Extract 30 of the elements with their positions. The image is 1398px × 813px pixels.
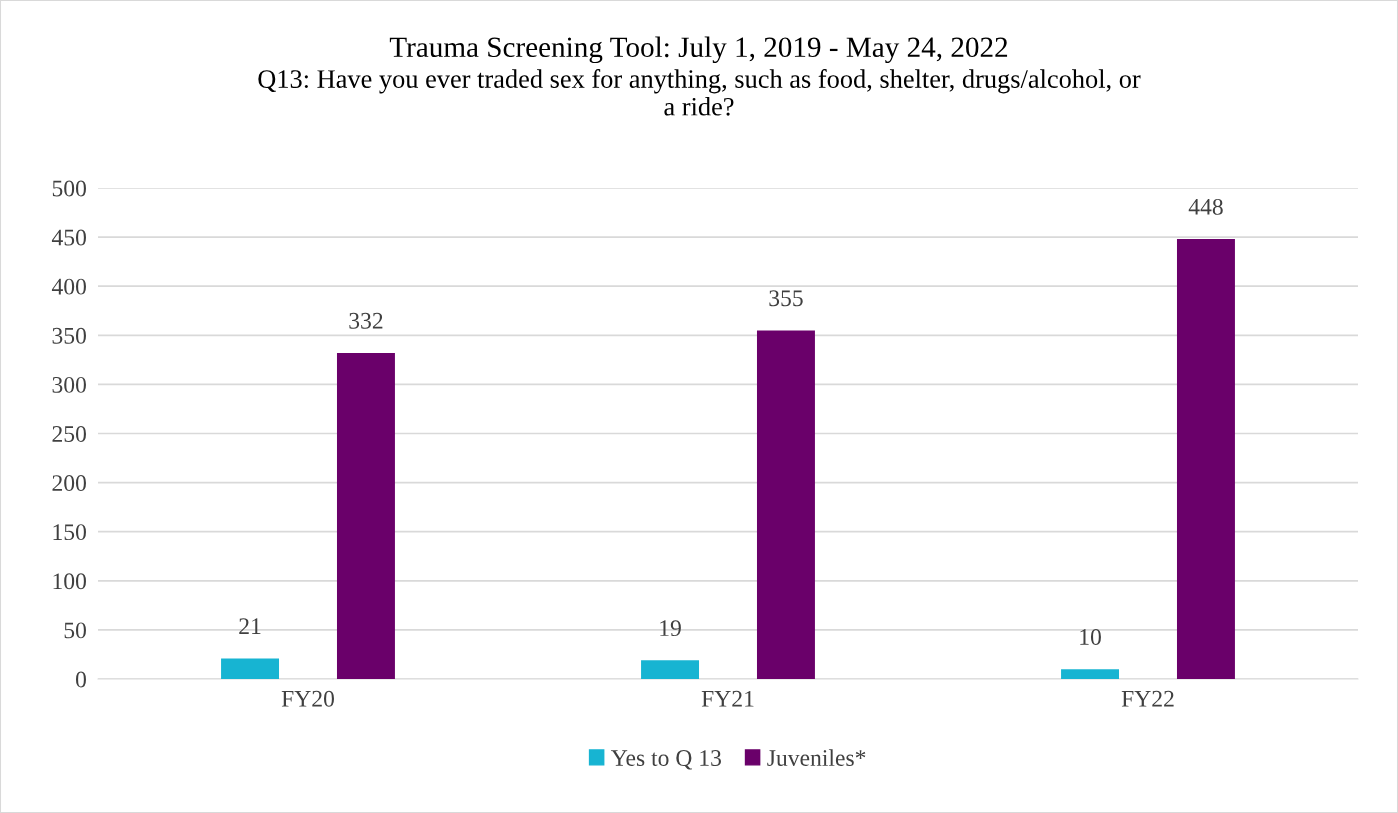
y-tick-label: 450 bbox=[51, 229, 86, 246]
data-label: 19 bbox=[660, 620, 681, 637]
x-tick-label: FY20 bbox=[281, 690, 334, 707]
bar bbox=[641, 660, 700, 679]
x-tick-label: FY22 bbox=[1121, 690, 1174, 707]
y-tick-label: 300 bbox=[52, 376, 86, 393]
data-label: 448 bbox=[1188, 198, 1223, 215]
x-tick-label: FY21 bbox=[701, 690, 754, 707]
chart-subtitle: Q13: Have you ever traded sex for anything, such as food, shelter, drugs/alcohol, or a ride? bbox=[258, 69, 1141, 116]
bar bbox=[221, 658, 280, 679]
bar bbox=[1176, 239, 1235, 679]
data-label: 355 bbox=[769, 290, 803, 307]
data-label: 10 bbox=[1080, 629, 1101, 645]
legend-label: Juveniles* bbox=[767, 749, 866, 766]
y-tick-label: 200 bbox=[52, 475, 86, 492]
bar bbox=[1061, 669, 1120, 679]
y-tick-label: 0 bbox=[75, 671, 86, 688]
bar bbox=[756, 330, 815, 679]
data-label: 332 bbox=[349, 312, 383, 329]
y-tick-label: 350 bbox=[52, 327, 86, 344]
y-tick-label: 50 bbox=[64, 622, 86, 639]
y-tick-label: 250 bbox=[52, 425, 86, 442]
chart-title: Trauma Screening Tool: July 1, 2019 - May 24, 2022 bbox=[389, 36, 1008, 64]
bar bbox=[336, 352, 395, 679]
legend-label: Yes to Q 13 bbox=[611, 750, 721, 770]
data-label: 21 bbox=[239, 618, 261, 634]
y-tick-label: 150 bbox=[53, 524, 86, 541]
y-tick-label: 400 bbox=[51, 278, 86, 295]
y-tick-label: 500 bbox=[52, 180, 86, 197]
y-tick-label: 100 bbox=[53, 573, 86, 590]
